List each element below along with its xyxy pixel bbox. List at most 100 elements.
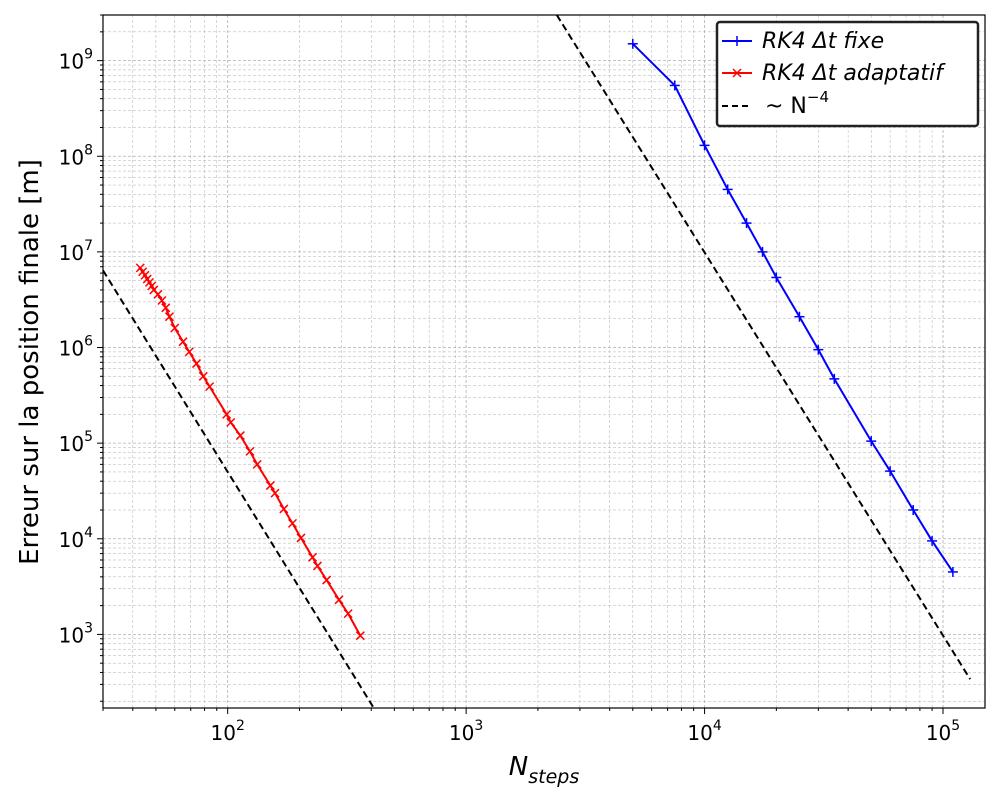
reference-line [103,269,375,708]
y-tick-label: 109 [59,47,93,74]
marker-d2 [198,371,208,381]
marker-d2 [222,409,232,419]
grid-layer [102,14,985,708]
reference-line [555,15,972,680]
marker-d2 [149,285,159,295]
series-1 [135,263,365,641]
series-layer [103,15,972,708]
x-tick-label: 105 [926,718,960,745]
marker-d2 [164,312,174,322]
marker-d2 [296,533,306,543]
marker-d2 [140,270,150,280]
y-tick-label: 107 [59,238,93,265]
marker-d2 [312,561,323,571]
legend-marker-fixed [732,36,742,46]
legend-label-reference-exp: −4 [807,88,829,106]
data-point [205,382,215,392]
marker-d2 [252,459,262,469]
marker-d2 [279,504,289,514]
data-point [334,595,344,605]
marker-d2 [191,359,202,369]
marker-d2 [322,575,332,585]
marker-d2 [161,303,171,313]
data-point [885,466,896,477]
data-point [161,303,171,313]
marker-d2 [343,609,353,619]
data-point [794,311,805,322]
legend-label-reference: ~ N−4 [765,88,829,119]
x-axis-label: Nsteps [509,752,580,788]
data-point [722,184,733,195]
data-point [322,575,332,585]
marker-d2 [142,274,152,284]
marker-d2 [245,446,255,456]
marker-d2 [334,595,344,605]
marker-d2 [308,552,318,562]
data-point [699,140,710,151]
data-point [927,535,938,546]
y-axis-label: Erreur sur la position finale [m] [15,159,45,565]
data-point [178,337,188,347]
x-tick-label: 102 [210,718,244,745]
legend-label-adaptive: RK4 Δt adaptatif [762,61,946,86]
x-tick-label: 103 [449,718,483,745]
x-axis-label-main: N [509,752,528,782]
y-tick-label: 106 [59,334,93,361]
data-point [235,431,245,441]
marker-d2 [235,431,245,441]
marker-d2 [265,481,275,491]
data-point [191,359,202,369]
marker-d2 [170,323,180,333]
marker-d2 [147,281,157,291]
data-point [741,218,752,229]
data-point [279,504,289,514]
marker-d2 [226,417,236,427]
data-point [343,609,353,619]
data-point [157,295,167,306]
data-point [757,246,768,257]
legend-box [715,20,980,128]
marker-d2 [205,382,215,392]
data-point [908,504,919,515]
data-point [296,533,306,543]
data-point [947,566,958,577]
y-tick-label: 103 [59,620,93,647]
tick-layer: 102 103 104 105 103 104 105 106 107 108 109 [59,14,960,745]
marker-d2 [287,518,298,528]
data-point [627,38,638,49]
data-point [198,371,208,381]
series-2 [103,15,972,708]
legend-marker-adaptive [732,68,742,78]
data-point [312,561,323,571]
data-point [252,459,262,469]
data-point [866,436,877,447]
data-point [153,289,163,299]
marker-d2 [178,337,188,347]
data-point [771,272,782,283]
series-0 [627,38,958,577]
marker-d2 [144,277,155,287]
x-axis-label-sub: steps [528,766,579,788]
data-point [226,417,236,427]
marker-d2 [135,263,145,273]
data-point [287,518,298,528]
data-point [265,481,275,491]
data-point [308,552,318,562]
legend-label-reference-main: ~ N [765,94,807,119]
plot-frame [102,14,986,709]
data-point [222,409,232,419]
y-tick-label: 105 [59,429,93,456]
y-tick-label: 104 [59,525,93,552]
marker-d2 [157,295,167,306]
marker-d2 [355,631,365,641]
marker-d2 [270,488,280,498]
y-tick-label: 108 [59,142,93,169]
marker-d2 [184,347,194,357]
marker-d2 [153,289,163,299]
data-point [355,631,365,641]
legend-label-fixed: RK4 Δt fixe [762,29,884,54]
data-point [270,488,280,498]
data-point [669,80,680,91]
data-point [164,312,174,322]
